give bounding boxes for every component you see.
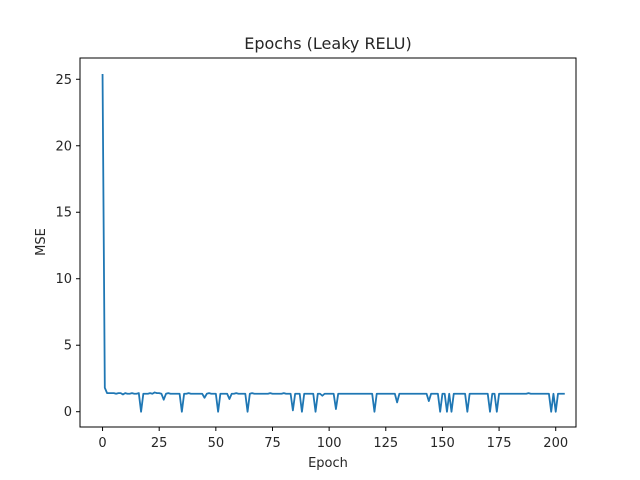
x-axis-label: Epoch	[308, 456, 348, 471]
plot-frame	[79, 57, 577, 428]
x-tick-label: 100	[317, 436, 342, 451]
x-tick-label: 75	[264, 436, 281, 451]
x-axis: 0 25 50 75 100 125 150 175 200	[98, 427, 568, 451]
y-tick-label: 10	[55, 272, 72, 287]
y-axis: 0 5 10 15 20 25	[55, 73, 80, 420]
x-tick-label: 50	[208, 436, 225, 451]
x-tick-label: 150	[430, 436, 455, 451]
x-tick-label: 25	[151, 436, 168, 451]
x-tick-label: 200	[543, 436, 568, 451]
x-tick-label: 0	[98, 436, 106, 451]
y-tick-label: 15	[55, 206, 72, 221]
y-tick-label: 20	[55, 139, 72, 154]
y-tick-label: 0	[64, 405, 72, 420]
series-line	[101, 73, 565, 413]
chart-title: Epochs (Leaky RELU)	[244, 34, 411, 53]
plot-area	[101, 73, 565, 413]
y-axis-label: MSE	[34, 228, 49, 256]
x-tick-label: 125	[373, 436, 398, 451]
y-tick-label: 5	[64, 339, 72, 354]
x-tick-label: 175	[487, 436, 512, 451]
y-tick-label: 25	[55, 73, 72, 88]
